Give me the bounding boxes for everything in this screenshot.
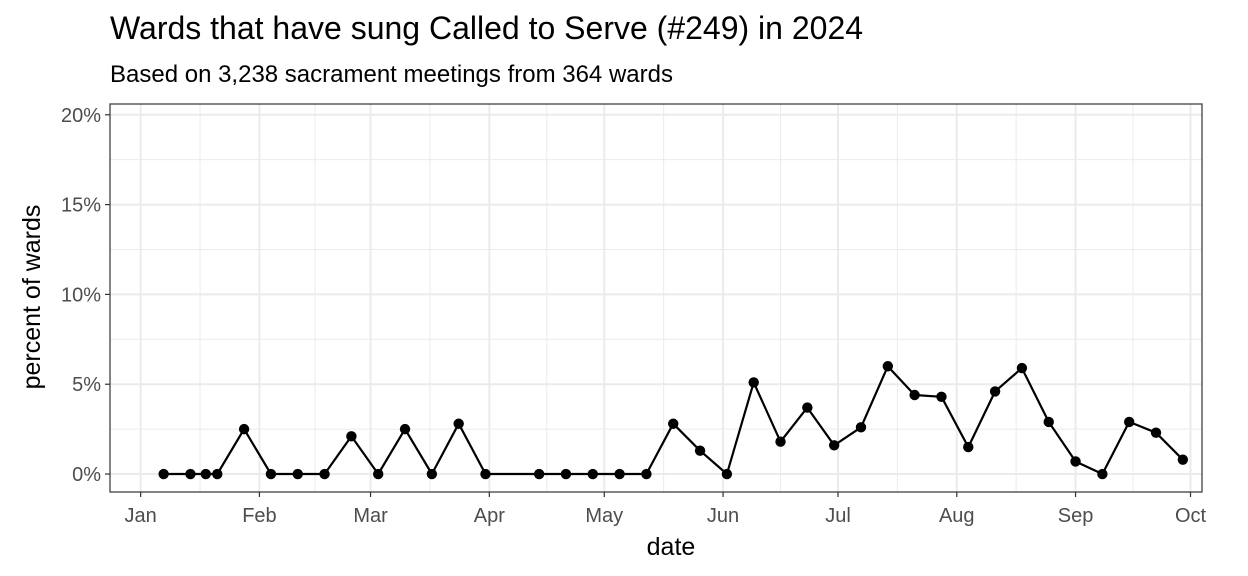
data-point bbox=[909, 389, 920, 401]
data-point bbox=[185, 468, 196, 480]
data-point bbox=[963, 441, 974, 453]
y-tick-label: 10% bbox=[61, 284, 101, 306]
data-point bbox=[1016, 362, 1028, 374]
data-point bbox=[641, 468, 652, 480]
x-tick-label: Apr bbox=[474, 505, 505, 527]
x-axis: Jan Feb Mar Apr May Jun Jul Aug Sep Oct bbox=[125, 492, 1207, 527]
data-point bbox=[1124, 416, 1135, 428]
data-point bbox=[319, 468, 330, 480]
data-point bbox=[936, 391, 947, 402]
data-point bbox=[1150, 427, 1162, 438]
data-point bbox=[721, 468, 733, 480]
data-point bbox=[200, 468, 211, 480]
x-tick-label: May bbox=[585, 505, 623, 527]
data-point bbox=[453, 418, 464, 429]
data-point bbox=[694, 445, 706, 456]
chart-title: Wards that have sung Called to Serve (#2… bbox=[110, 10, 863, 46]
x-tick-label: Sep bbox=[1058, 505, 1094, 527]
data-point bbox=[1070, 456, 1081, 467]
x-tick-label: Feb bbox=[242, 505, 276, 527]
data-point bbox=[292, 468, 303, 480]
x-tick-label: Jun bbox=[707, 505, 739, 527]
y-tick-label: 20% bbox=[61, 105, 101, 127]
x-tick-label: Mar bbox=[353, 505, 388, 527]
data-point bbox=[1097, 468, 1108, 480]
data-point bbox=[802, 402, 813, 413]
x-axis-title: date bbox=[647, 533, 696, 561]
data-point bbox=[265, 468, 277, 480]
y-tick-label: 15% bbox=[61, 195, 101, 217]
y-axis: 0% 5% 10% 15% 20% bbox=[61, 105, 110, 486]
data-point bbox=[426, 468, 438, 480]
data-point bbox=[480, 468, 491, 480]
panel-background bbox=[110, 104, 1202, 492]
data-point bbox=[775, 436, 786, 447]
y-tick-label: 5% bbox=[72, 374, 101, 396]
panel-border bbox=[109, 103, 1203, 493]
x-tick-label: Aug bbox=[939, 505, 975, 527]
plot-panel bbox=[109, 103, 1203, 493]
data-point bbox=[989, 386, 1001, 397]
data-point bbox=[882, 361, 894, 372]
data-point bbox=[346, 431, 357, 442]
x-tick-label: Jan bbox=[125, 505, 157, 527]
data-point bbox=[373, 468, 384, 480]
y-tick-label: 0% bbox=[72, 464, 101, 486]
data-series bbox=[158, 361, 1189, 480]
y-axis-title: percent of wards bbox=[18, 205, 46, 390]
data-point bbox=[855, 422, 867, 433]
data-point bbox=[560, 468, 572, 480]
data-point bbox=[238, 423, 250, 435]
data-point bbox=[1043, 416, 1054, 428]
data-point bbox=[587, 468, 598, 480]
data-point bbox=[533, 468, 545, 480]
data-point bbox=[828, 440, 840, 451]
chart-subtitle: Based on 3,238 sacrament meetings from 3… bbox=[110, 61, 673, 88]
data-point bbox=[614, 468, 625, 480]
data-point bbox=[1177, 454, 1189, 465]
x-tick-label: Oct bbox=[1175, 505, 1207, 527]
data-point bbox=[668, 418, 679, 429]
data-point bbox=[158, 468, 169, 480]
data-point bbox=[748, 377, 759, 388]
data-point bbox=[399, 423, 411, 435]
data-point bbox=[212, 468, 223, 480]
x-tick-label: Jul bbox=[825, 505, 851, 527]
